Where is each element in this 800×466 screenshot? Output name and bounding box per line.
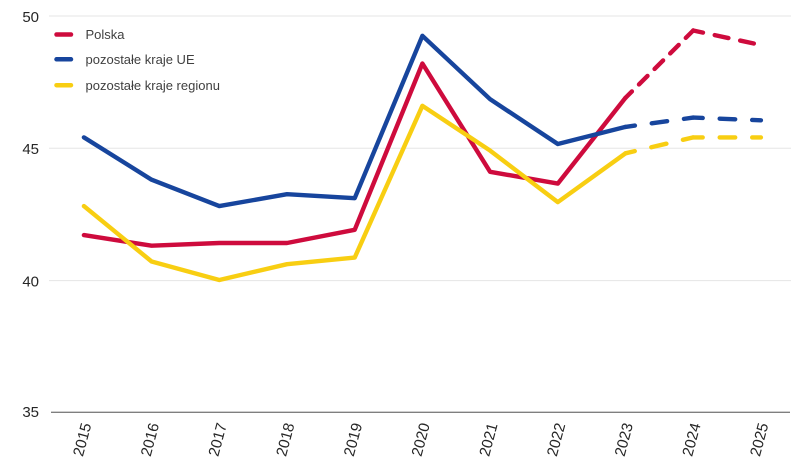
- svg-text:50: 50: [22, 9, 39, 26]
- svg-text:45: 45: [22, 141, 39, 158]
- svg-text:40: 40: [22, 273, 39, 290]
- svg-text:pozostałe kraje regionu: pozostałe kraje regionu: [86, 78, 220, 93]
- svg-text:Polska: Polska: [86, 27, 126, 42]
- svg-text:35: 35: [22, 404, 39, 421]
- svg-text:pozostałe kraje UE: pozostałe kraje UE: [86, 52, 195, 67]
